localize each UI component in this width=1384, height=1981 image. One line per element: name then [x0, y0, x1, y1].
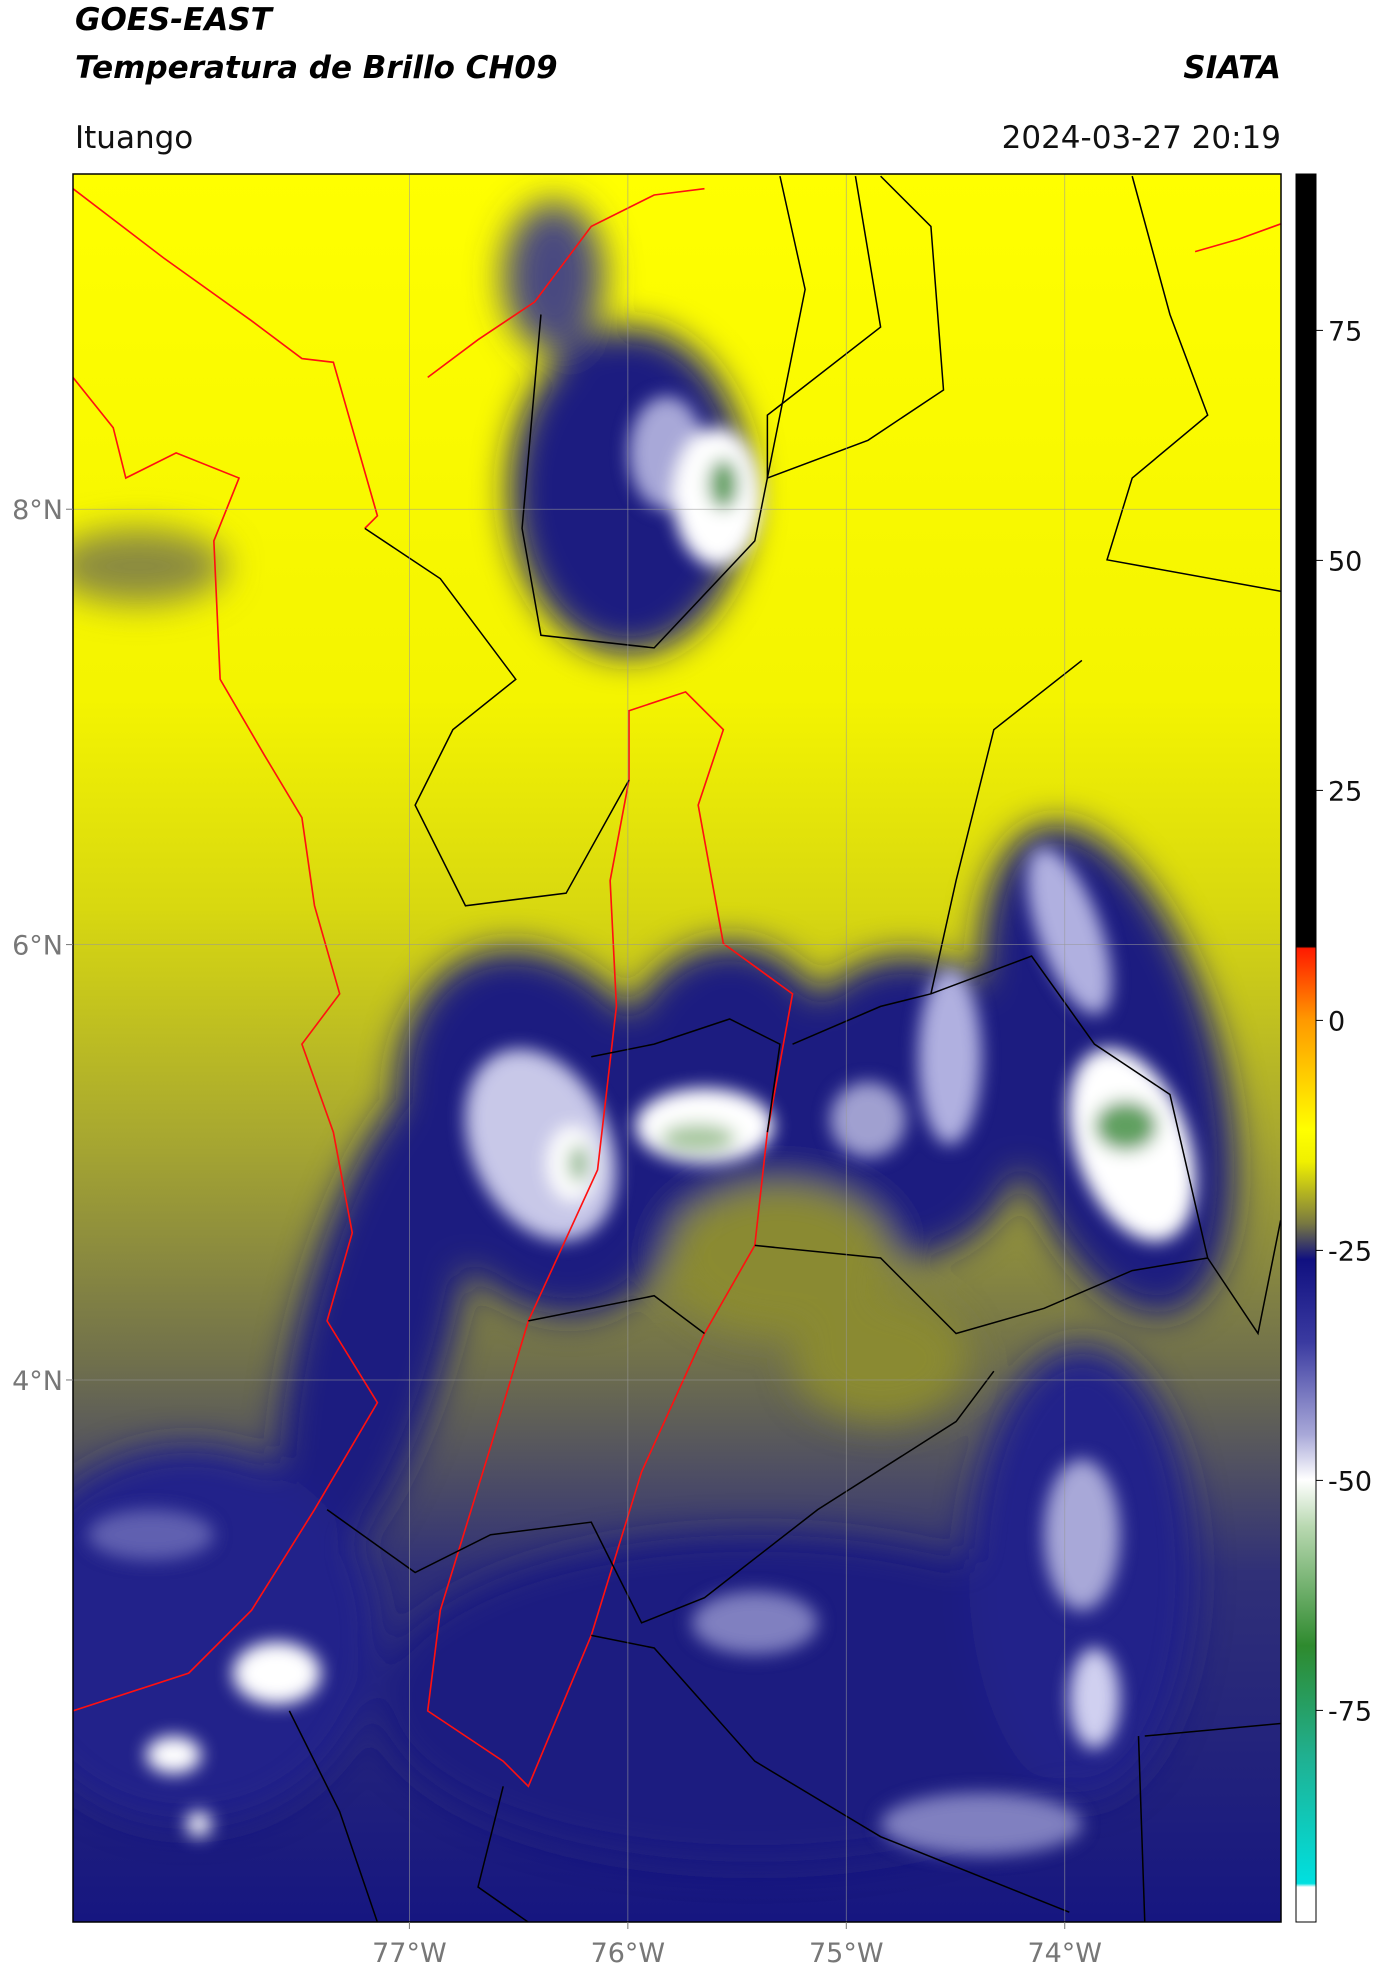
colorbar-tick-label: 0 — [1328, 1006, 1345, 1037]
x-tick-label: 76°W — [591, 1938, 666, 1969]
x-tick-label: 75°W — [809, 1938, 884, 1969]
subtitle: Temperatura de Brillo CH09 — [75, 50, 558, 86]
title: GOES-EAST — [75, 2, 275, 38]
map-image — [73, 174, 1281, 1922]
colorbar-tick-label: -75 — [1328, 1696, 1372, 1727]
y-tick-label: 8°N — [12, 495, 63, 526]
x-tick-label: 77°W — [372, 1938, 447, 1969]
colorbar-tick-label: 75 — [1328, 316, 1362, 347]
x-tick-label: 74°W — [1027, 1938, 1102, 1969]
colorbar-tick-label: -50 — [1328, 1466, 1372, 1497]
colorbar-tick-label: 50 — [1328, 546, 1362, 577]
map-frame — [72, 173, 1282, 1923]
colorbar — [1295, 173, 1317, 1923]
colorbar-tick-label: -25 — [1328, 1236, 1372, 1267]
source: SIATA — [1183, 50, 1281, 86]
y-tick-label: 4°N — [12, 1366, 63, 1397]
colorbar-tick-label: 25 — [1328, 776, 1362, 807]
timestamp: 2024-03-27 20:19 — [1002, 120, 1281, 156]
location: Ituango — [75, 120, 193, 156]
y-tick-label: 6°N — [12, 931, 63, 962]
